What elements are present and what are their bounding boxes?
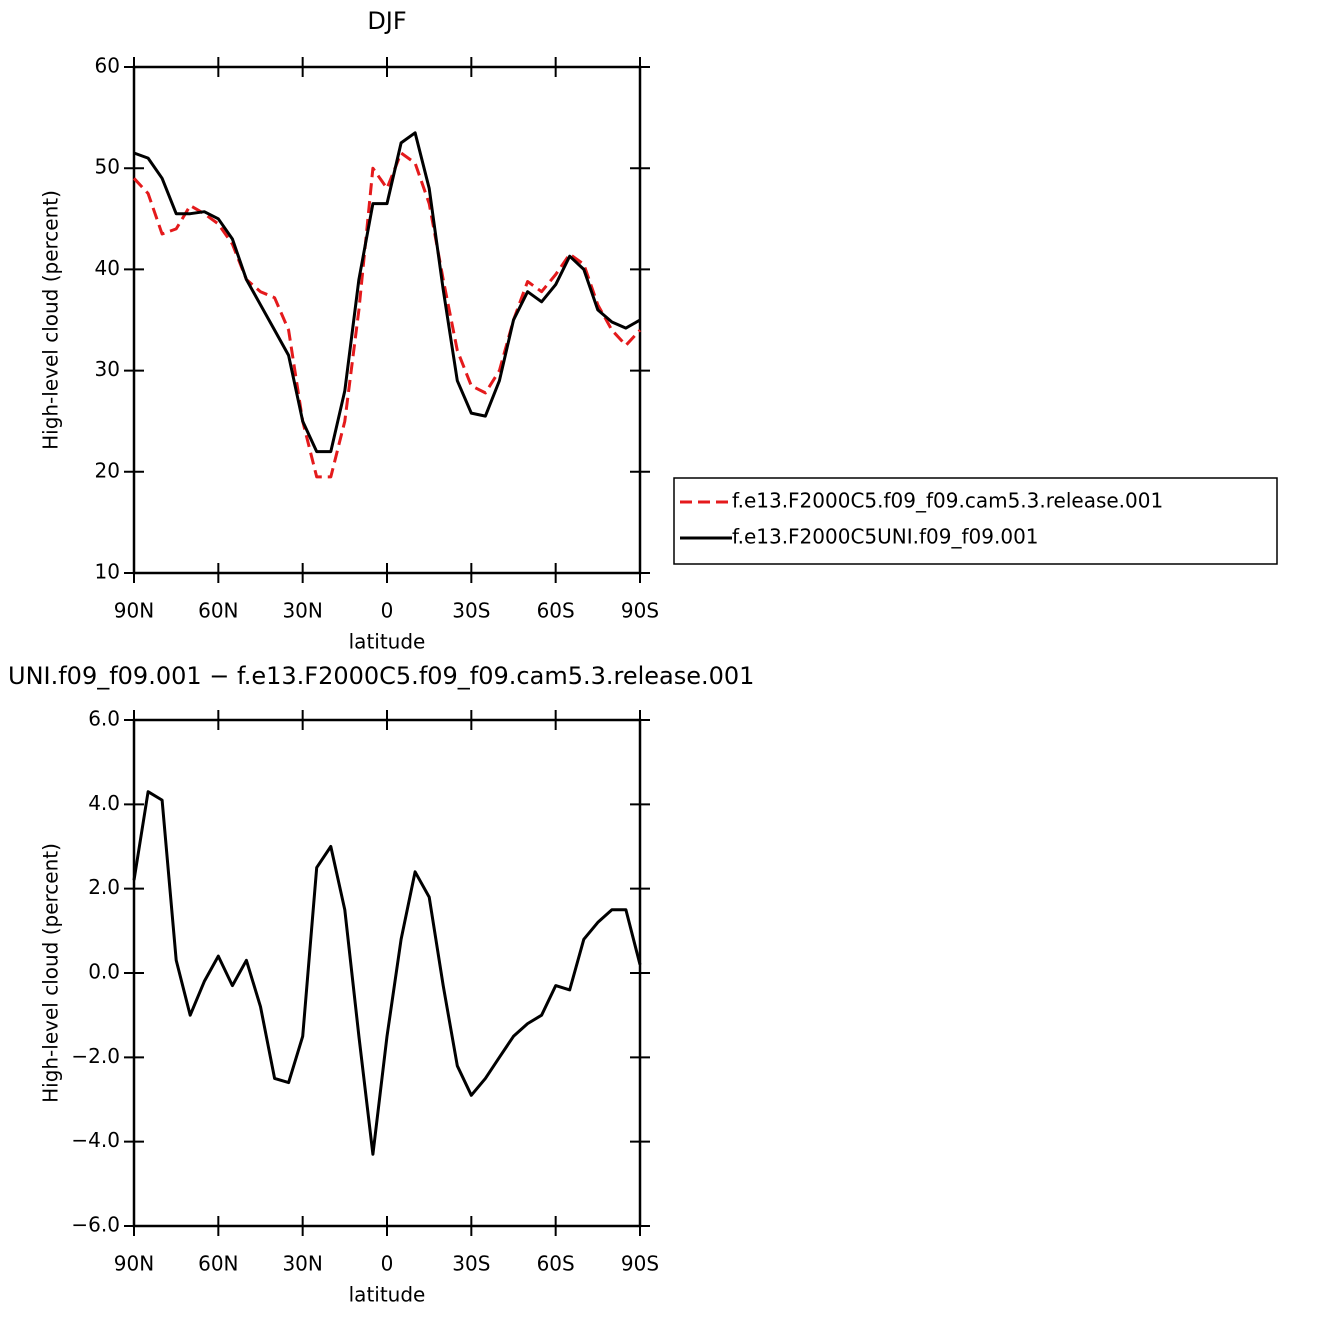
legend-label: f.e13.F2000C5UNI.f09_f09.001 xyxy=(732,525,1039,549)
x-tick-label: 30S xyxy=(452,599,490,623)
x-axis-label: latitude xyxy=(349,1283,426,1307)
y-tick-label: 20 xyxy=(95,458,120,482)
panel: UNI.f09_f09.001 − f.e13.F2000C5.f09_f09.… xyxy=(8,662,754,1307)
x-tick-label: 90S xyxy=(621,599,659,623)
y-axis-label: High-level cloud (percent) xyxy=(39,190,63,450)
x-axis-label: latitude xyxy=(349,630,426,654)
x-tick-label: 30N xyxy=(282,599,322,623)
y-tick-label: 2.0 xyxy=(88,875,120,899)
y-tick-label: 6.0 xyxy=(88,707,120,731)
panel: DJF latitude High-level cloud (percent) 10 2… xyxy=(39,7,1278,654)
x-tick-label: 30S xyxy=(452,1252,490,1276)
y-tick-label: 30 xyxy=(95,357,120,381)
y-tick-label: −2.0 xyxy=(71,1044,120,1068)
y-tick-label: 0.0 xyxy=(88,960,120,984)
x-tick-label: 30N xyxy=(282,1252,322,1276)
plot-frame xyxy=(132,65,642,575)
y-axis-label: High-level cloud (percent) xyxy=(39,843,63,1103)
y-tick-label: −6.0 xyxy=(71,1213,120,1237)
data-line xyxy=(133,131,641,454)
x-tick-label: 90S xyxy=(621,1252,659,1276)
chart-title: UNI.f09_f09.001 − f.e13.F2000C5.f09_f09.… xyxy=(8,662,754,690)
x-tick-label: 90N xyxy=(114,1252,154,1276)
y-tick-label: 50 xyxy=(95,155,120,179)
data-line xyxy=(132,151,642,479)
legend-label: f.e13.F2000C5.f09_f09.cam5.3.release.001 xyxy=(732,489,1163,513)
x-tick-label: 0 xyxy=(381,599,394,623)
y-tick-label: 10 xyxy=(95,560,120,584)
x-tick-label: 90N xyxy=(114,599,154,623)
x-tick-label: 60S xyxy=(537,1252,575,1276)
chart-title: DJF xyxy=(367,7,406,35)
data-line xyxy=(132,790,642,1156)
y-tick-label: 40 xyxy=(95,256,120,280)
y-tick-label: 60 xyxy=(95,54,120,78)
x-tick-label: 60N xyxy=(198,1252,238,1276)
y-tick-label: 4.0 xyxy=(88,791,120,815)
plot-frame xyxy=(132,718,642,1228)
y-tick-label: −4.0 xyxy=(71,1128,120,1152)
x-tick-label: 60N xyxy=(198,599,238,623)
x-tick-label: 0 xyxy=(381,1252,394,1276)
legend-box xyxy=(673,477,1278,565)
x-tick-label: 60S xyxy=(537,599,575,623)
